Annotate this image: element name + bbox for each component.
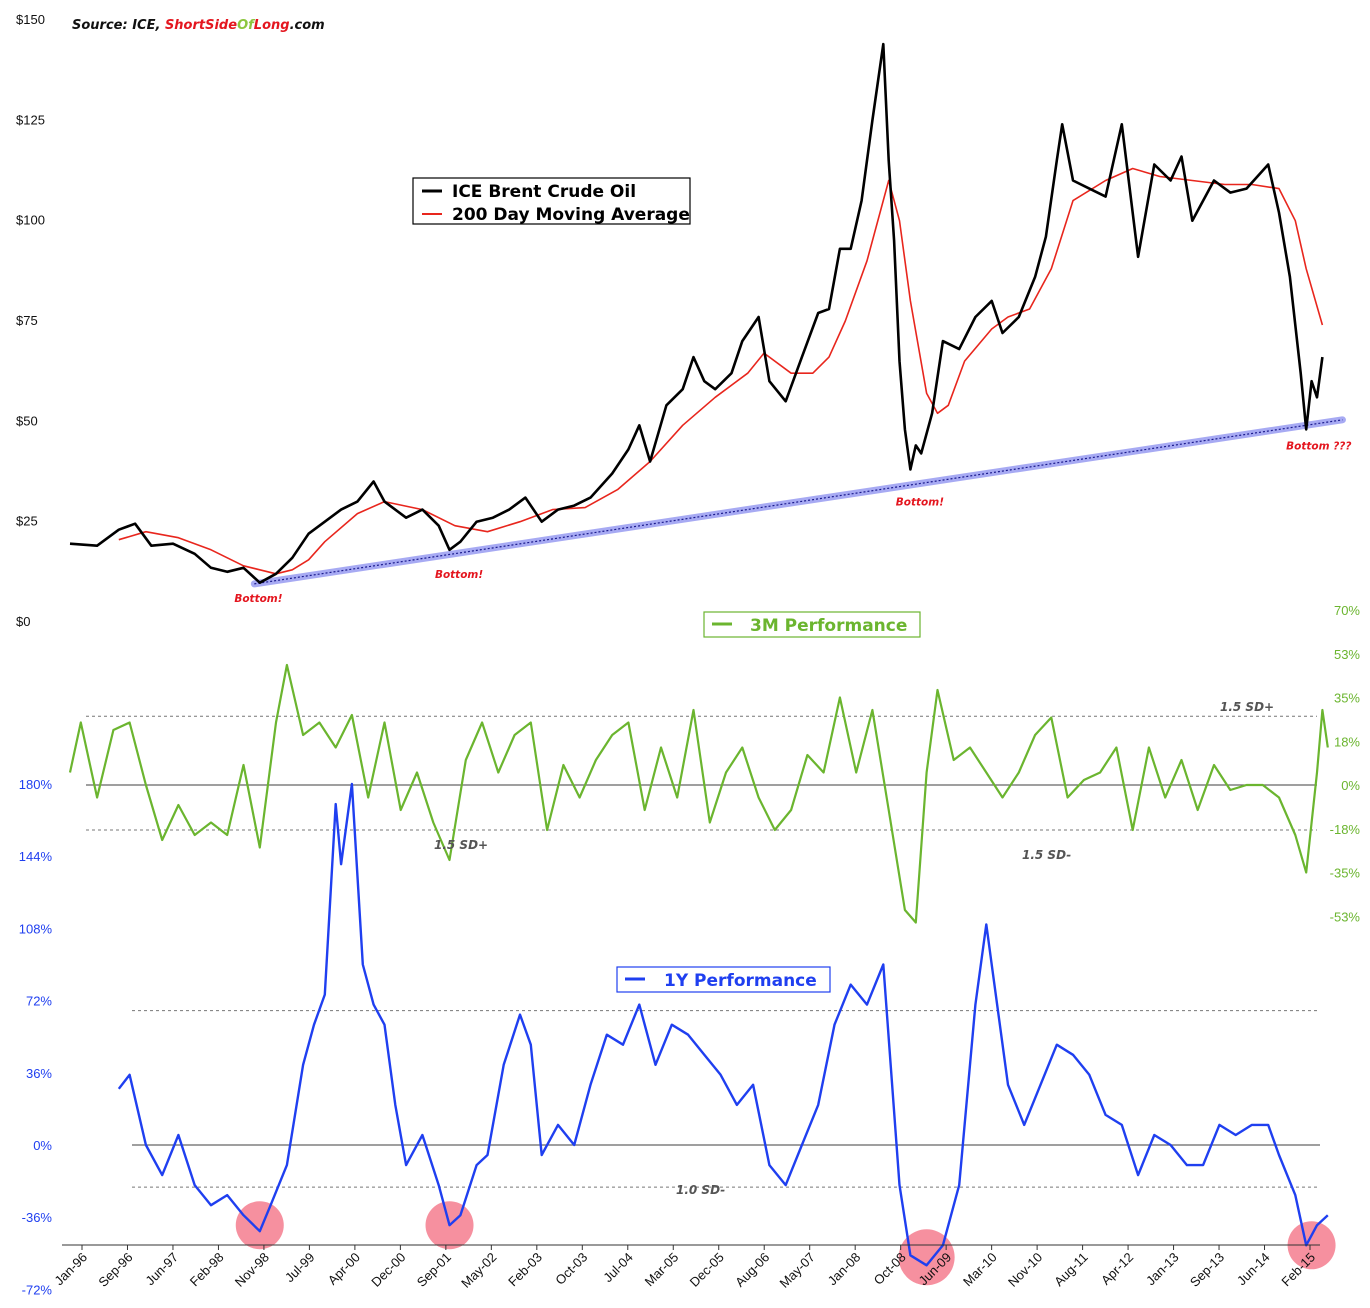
x-tick-label: Jan-08 <box>825 1250 864 1289</box>
legend-label-ma: 200 Day Moving Average <box>452 205 690 225</box>
green-y-tick-label: 70% <box>1334 603 1360 618</box>
green-sd-minus-label: 1.5 SD- <box>1022 848 1071 862</box>
source-brand-of: Of <box>237 18 256 33</box>
price-y-tick-label: $125 <box>16 112 45 127</box>
blue-y-tick-label: 36% <box>26 1066 52 1081</box>
one-year-legend-box <box>616 966 831 993</box>
source-brand-suffix: .com <box>290 18 325 33</box>
green-y-tick-label: 35% <box>1334 691 1360 706</box>
one-year-line <box>117 782 1329 1267</box>
x-tick-label: Dec-05 <box>687 1250 727 1290</box>
three-month-legend-box <box>703 611 921 638</box>
x-tick-label: Jul-04 <box>600 1250 636 1286</box>
price-annotations: Bottom! Bottom! Bottom! Bottom ??? <box>234 440 1351 605</box>
highlight-circle <box>235 1201 284 1250</box>
x-tick-label: Feb-98 <box>187 1250 227 1290</box>
blue-y-tick-label: 72% <box>26 994 52 1009</box>
price-y-tick-label: $25 <box>16 514 38 529</box>
x-tick-label: Jan-96 <box>51 1250 90 1289</box>
x-tick-label: May-02 <box>458 1250 499 1291</box>
x-tick-label: Oct-03 <box>552 1250 590 1288</box>
one-year-panel: 180% 144% 108% 72% 36% 0% -36% -72% 1Y Performa… <box>19 777 1336 1297</box>
three-month-line <box>68 663 1329 924</box>
x-tick-label: Aug-11 <box>1051 1250 1091 1290</box>
source-brand-short: ShortSide <box>165 18 237 33</box>
blue-y-tick-label: 180% <box>19 777 53 792</box>
price-series-group <box>69 42 1324 585</box>
source-prefix: Source: ICE, <box>72 18 165 33</box>
x-tick-label: Sep-13 <box>1187 1250 1227 1290</box>
three-month-series-group <box>68 663 1329 924</box>
one-year-legend: 1Y Performance <box>616 966 831 993</box>
blue-y-tick-label: 108% <box>19 921 53 936</box>
price-y-tick-label: $50 <box>16 413 38 428</box>
bottom-annotation: Bottom! <box>234 593 282 605</box>
price-y-tick-label: $0 <box>16 614 30 629</box>
price-y-axis: $0 $25 $50 $75 $100 $125 $150 <box>16 12 45 629</box>
x-axis: Jan-96 Sep-96 Jun-97 Feb-98 Nov-98 Jul-99 Apr-… <box>51 1244 1320 1291</box>
x-tick-label: Mar-05 <box>642 1250 682 1290</box>
highlight-circle <box>898 1229 955 1286</box>
x-tick-label: Jul-99 <box>282 1250 318 1286</box>
price-panel: $0$25$50$75$100$125$150 Bottom!Bottom!Bo… <box>16 12 1351 629</box>
x-tick-label: Apr-00 <box>325 1250 363 1288</box>
x-tick-label: Apr-12 <box>1098 1250 1136 1288</box>
price-legend: ICE Brent Crude Oil 200 Day Moving Avera… <box>412 177 691 225</box>
x-tick-label: Jun-14 <box>1234 1250 1273 1289</box>
green-y-tick-label: 0% <box>1341 778 1360 793</box>
three-month-panel: 70% 53% 35% 18% 0% -18% -35% -53% 3M Performanc… <box>68 603 1361 924</box>
source-brand-long: Long <box>254 18 290 33</box>
trendline-dots <box>254 419 1343 585</box>
x-tick-label: Jun-97 <box>142 1250 181 1289</box>
three-month-reference-lines <box>86 715 1317 831</box>
x-tick-label: Jan-13 <box>1143 1250 1182 1289</box>
blue-sd-minus-label: 1.0 SD- <box>676 1183 725 1197</box>
one-year-series-group <box>117 782 1329 1267</box>
legend-label-one-year: 1Y Performance <box>664 971 817 991</box>
price-y-tick-label: $100 <box>16 213 45 228</box>
x-tick-label: May-07 <box>777 1250 818 1291</box>
x-tick-label: Dec-00 <box>368 1250 408 1290</box>
x-tick-label: Feb-03 <box>505 1250 545 1290</box>
x-tick-label: Mar-10 <box>960 1250 1000 1290</box>
trendline-group <box>250 416 1346 588</box>
bottom-annotation: Bottom ??? <box>1286 440 1351 452</box>
x-tick-label: Sep-01 <box>414 1250 454 1290</box>
ma-line <box>118 167 1324 575</box>
three-month-legend: 3M Performance <box>703 611 921 638</box>
price-y-tick-label: $75 <box>16 313 38 328</box>
x-tick-label: Aug-06 <box>732 1250 772 1290</box>
one-year-y-axis: 180% 144% 108% 72% 36% 0% -36% -72% <box>19 777 53 1297</box>
one-year-reference-lines <box>132 1010 1320 1188</box>
green-y-tick-label: -35% <box>1330 866 1361 881</box>
green-y-tick-label: -53% <box>1330 909 1361 924</box>
bottom-annotation: Bottom! <box>435 569 483 581</box>
green-y-tick-label: -18% <box>1330 822 1361 837</box>
x-tick-label: Nov-10 <box>1005 1250 1045 1290</box>
green-y-tick-label: 18% <box>1334 734 1360 749</box>
price-line <box>69 42 1324 585</box>
legend-label-price: ICE Brent Crude Oil <box>452 182 636 202</box>
legend-label-three-month: 3M Performance <box>750 616 907 636</box>
x-tick-label: Sep-96 <box>95 1250 135 1290</box>
blue-y-tick-label: -36% <box>22 1210 53 1225</box>
blue-y-tick-label: 144% <box>19 849 53 864</box>
source-line: Source: ICE, ShortSideOfLong.com <box>72 18 325 33</box>
blue-sd-plus-label: 1.5 SD+ <box>434 838 488 852</box>
blue-y-tick-label: -72% <box>22 1282 53 1297</box>
price-legend-box <box>412 177 691 225</box>
green-y-tick-label: 53% <box>1334 647 1360 662</box>
price-y-tick-label: $150 <box>16 12 45 27</box>
x-tick-label: Nov-98 <box>232 1250 272 1290</box>
three-month-y-axis: 70% 53% 35% 18% 0% -18% -35% -53% <box>1330 603 1361 924</box>
bottom-annotation: Bottom! <box>896 497 944 509</box>
blue-y-tick-label: 0% <box>33 1138 52 1153</box>
green-sd-plus-label: 1.5 SD+ <box>1220 700 1274 714</box>
